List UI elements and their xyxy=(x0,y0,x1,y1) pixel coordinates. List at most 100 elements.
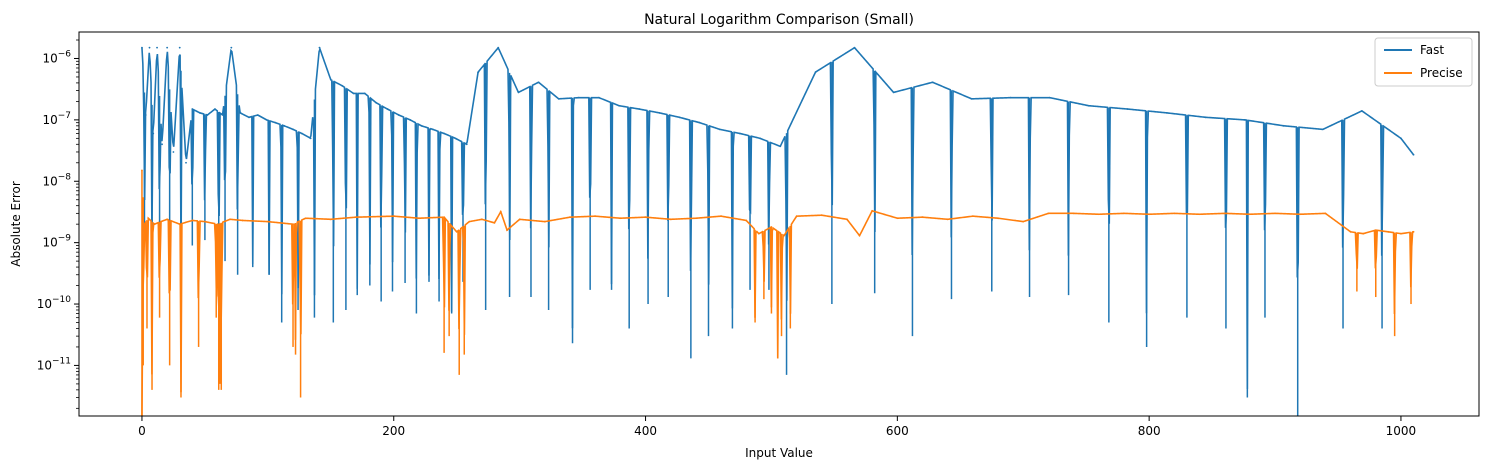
series-point-0-14 xyxy=(221,114,224,116)
series-point-1-6 xyxy=(178,223,181,226)
series-point-1-57 xyxy=(1223,212,1226,215)
series-point-0-23 xyxy=(300,132,303,135)
y-axis-label: Absolute Error xyxy=(9,181,23,267)
series-point-0-69 xyxy=(1361,109,1363,112)
series-point-1-1 xyxy=(143,223,146,226)
series-point-1-34 xyxy=(720,215,722,218)
series-point-0-65 xyxy=(1204,116,1207,119)
series-point-1-26 xyxy=(518,218,521,221)
series-point-1-53 xyxy=(1123,212,1125,215)
series-point-0-33 xyxy=(409,118,412,121)
series-point-0-63 xyxy=(1126,108,1129,110)
series-point-0-45 xyxy=(598,96,600,99)
series-point-0-11 xyxy=(198,111,201,114)
x-tick-label-1: 200 xyxy=(382,424,405,438)
series-point-1-42 xyxy=(858,234,861,237)
series-point-0-70 xyxy=(1400,137,1402,140)
series-point-1-63 xyxy=(1362,232,1365,235)
series-point-1-12 xyxy=(266,220,269,223)
series-point-0-26 xyxy=(329,78,332,81)
series-point-0-15 xyxy=(230,46,233,49)
series-point-0-67 xyxy=(1282,124,1285,127)
series-point-1-22 xyxy=(480,218,483,221)
series-point-0-3 xyxy=(152,132,155,135)
series-point-1-27 xyxy=(543,220,546,223)
series-point-1-51 xyxy=(1072,212,1075,215)
series-point-1-47 xyxy=(971,215,974,218)
series-point-0-61 xyxy=(1048,96,1051,99)
series-point-0-8 xyxy=(178,46,181,49)
series-point-1-50 xyxy=(1047,212,1050,215)
series-point-0-5 xyxy=(161,143,163,146)
series-point-1-37 xyxy=(770,226,773,228)
series-point-0-32 xyxy=(397,114,400,116)
series-point-0-46 xyxy=(618,104,621,107)
series-point-1-0 xyxy=(141,169,143,172)
series-point-0-54 xyxy=(779,145,782,148)
series-point-1-52 xyxy=(1097,213,1100,216)
series-point-0-12 xyxy=(206,114,209,116)
x-tick-label-4: 800 xyxy=(1138,424,1161,438)
series-point-1-25 xyxy=(506,229,508,232)
series-point-0-35 xyxy=(431,128,434,131)
series-point-1-4 xyxy=(159,220,162,223)
series-point-1-3 xyxy=(153,223,156,226)
series-point-0-60 xyxy=(1009,96,1012,99)
series-point-0-64 xyxy=(1165,111,1168,114)
x-tick-label-2: 400 xyxy=(634,424,657,438)
series-point-0-4 xyxy=(156,46,158,49)
series-point-1-28 xyxy=(569,216,571,219)
series-point-1-58 xyxy=(1248,213,1251,216)
series-point-0-40 xyxy=(497,46,500,49)
series-point-1-65 xyxy=(1387,230,1390,233)
series-point-0-51 xyxy=(718,128,721,131)
x-tick-label-0: 0 xyxy=(138,424,146,438)
series-point-1-32 xyxy=(669,218,672,221)
series-point-1-8 xyxy=(203,220,206,223)
series-point-1-15 xyxy=(329,218,332,221)
series-point-1-36 xyxy=(757,232,760,235)
series-line-1 xyxy=(141,209,1414,416)
series-point-0-6 xyxy=(166,46,169,49)
x-tick-label-3: 600 xyxy=(886,424,909,438)
series-point-1-10 xyxy=(229,218,231,221)
series-point-0-18 xyxy=(256,114,259,116)
series-point-1-66 xyxy=(1400,232,1402,235)
series-point-1-46 xyxy=(946,218,949,221)
series-point-0-48 xyxy=(658,111,661,114)
x-axis-label: Input Value xyxy=(745,446,813,460)
series-point-0-47 xyxy=(638,108,641,110)
series-point-1-16 xyxy=(355,216,357,219)
series-point-1-64 xyxy=(1374,229,1377,232)
chart-title: Natural Logarithm Comparison (Small) xyxy=(644,12,914,28)
series-point-0-71 xyxy=(1412,153,1415,156)
series-point-0-10 xyxy=(191,108,194,110)
series-point-0-37 xyxy=(454,137,457,140)
series-point-1-54 xyxy=(1148,213,1151,216)
series-point-0-30 xyxy=(375,101,378,104)
series-point-1-29 xyxy=(594,215,597,218)
series-point-1-41 xyxy=(846,218,848,221)
series-point-0-36 xyxy=(443,132,446,135)
series-point-0-41 xyxy=(517,91,520,94)
series-point-0-27 xyxy=(341,84,344,87)
series-point-1-23 xyxy=(493,221,496,224)
series-point-0-25 xyxy=(318,46,321,49)
series-point-0-21 xyxy=(283,124,286,127)
series-point-1-5 xyxy=(166,218,169,221)
series-point-0-1 xyxy=(144,114,147,116)
series-point-1-49 xyxy=(1022,220,1025,223)
series-point-1-2 xyxy=(147,217,150,220)
series-point-1-13 xyxy=(292,223,294,226)
series-point-1-56 xyxy=(1198,213,1201,216)
series-point-0-2 xyxy=(148,46,151,49)
series-point-1-24 xyxy=(499,210,502,213)
legend-label-precise: Precise xyxy=(1420,66,1463,80)
series-point-0-43 xyxy=(557,97,560,100)
series-point-1-30 xyxy=(619,217,622,220)
series-point-0-31 xyxy=(386,108,389,110)
series-point-0-42 xyxy=(537,81,540,84)
series-point-0-55 xyxy=(814,71,817,73)
series-point-1-18 xyxy=(418,217,420,220)
